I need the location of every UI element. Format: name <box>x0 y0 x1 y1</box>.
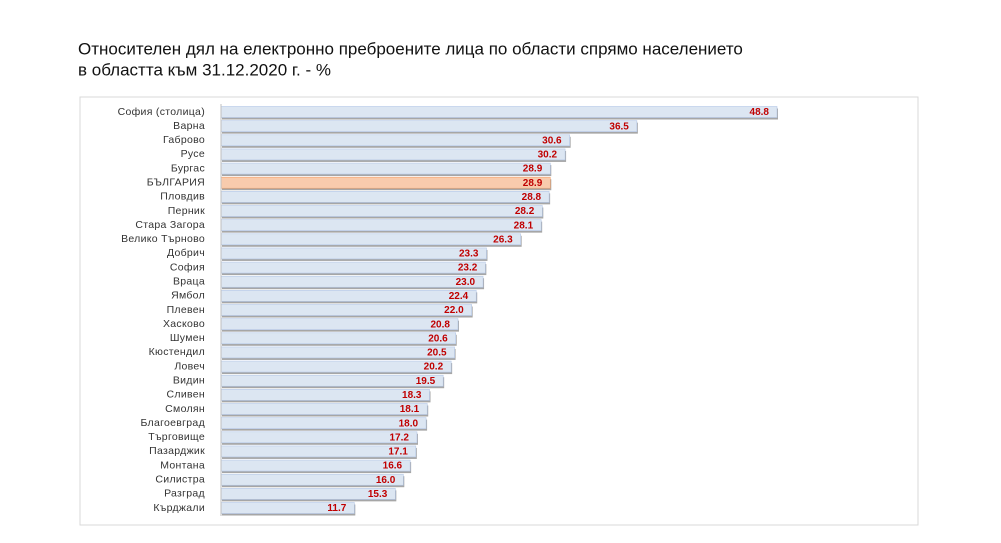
value-label: 16.6 <box>383 461 403 472</box>
bar <box>220 360 452 373</box>
value-label: 28.8 <box>522 192 542 203</box>
category-label: Габрово <box>163 134 205 146</box>
bar <box>220 176 551 189</box>
bar <box>220 346 455 359</box>
bar <box>220 445 417 458</box>
value-label: 30.6 <box>542 135 562 146</box>
chart-title: Относителен дял на електронно преброенит… <box>78 39 743 58</box>
bar <box>220 247 487 260</box>
category-label: Русе <box>181 148 205 160</box>
category-label: БЪЛГАРИЯ <box>147 176 205 188</box>
category-label: Търговище <box>148 431 205 443</box>
category-label: Сливен <box>167 389 205 401</box>
bar <box>220 389 430 401</box>
category-label: Смолян <box>165 403 205 415</box>
value-label: 20.2 <box>424 362 444 373</box>
bar <box>220 332 457 345</box>
bar <box>220 374 444 387</box>
value-label: 11.7 <box>327 503 346 514</box>
category-label: Благоевград <box>140 417 205 429</box>
value-label: 17.1 <box>388 447 408 458</box>
value-label: 30.2 <box>538 150 558 161</box>
bar <box>220 304 472 316</box>
bar <box>220 120 638 132</box>
category-label: Кърджали <box>153 502 205 514</box>
category-label: Пловдив <box>160 191 205 203</box>
category-label: Разград <box>164 488 205 500</box>
category-label: Добрич <box>167 247 205 259</box>
category-label: Стара Загора <box>135 219 205 231</box>
value-label: 20.6 <box>428 333 448 344</box>
bar <box>220 318 459 330</box>
value-label: 22.0 <box>444 305 464 316</box>
value-label: 19.5 <box>416 376 436 387</box>
value-label: 15.3 <box>368 489 388 500</box>
category-label: София <box>170 261 205 273</box>
category-label: Перник <box>168 205 205 217</box>
category-label: Плевен <box>167 304 205 316</box>
category-label: Шумен <box>170 332 205 344</box>
bar <box>220 275 484 288</box>
value-label: 36.5 <box>609 121 629 132</box>
bar <box>220 205 543 217</box>
value-label: 20.8 <box>431 319 451 330</box>
value-label: 23.3 <box>459 249 479 260</box>
bar <box>220 134 570 147</box>
value-label: 18.0 <box>399 418 419 429</box>
value-label: 16.0 <box>376 475 396 486</box>
value-label: 23.0 <box>456 277 476 288</box>
value-label: 28.9 <box>523 164 543 175</box>
bar <box>220 417 427 429</box>
value-label: 28.1 <box>514 220 534 231</box>
bar <box>220 403 428 415</box>
bar <box>220 219 542 231</box>
category-label: Велико Търново <box>121 233 205 245</box>
bar <box>220 261 486 274</box>
value-label: 26.3 <box>493 234 513 245</box>
category-label: Силистра <box>155 473 205 485</box>
bar <box>220 233 521 246</box>
bar <box>220 431 418 444</box>
category-label: Враца <box>173 275 205 287</box>
chart-title: в областта към 31.12.2020 г. - % <box>78 60 331 79</box>
bar <box>220 106 778 118</box>
category-label: Ямбол <box>171 290 205 302</box>
value-label: 48.8 <box>750 107 770 118</box>
value-label: 20.5 <box>427 348 447 359</box>
value-label: 18.3 <box>402 390 422 401</box>
bar <box>220 148 566 161</box>
category-label: София (столица) <box>118 106 205 118</box>
category-label: Бургас <box>171 162 205 174</box>
category-label: Монтана <box>160 459 205 471</box>
value-label: 17.2 <box>389 432 409 443</box>
category-label: Ловеч <box>174 360 205 372</box>
category-label: Варна <box>173 120 205 132</box>
value-label: 28.2 <box>515 206 535 217</box>
category-label: Кюстендил <box>149 346 205 358</box>
category-label: Пазарджик <box>149 445 205 457</box>
category-label: Хасково <box>163 318 205 330</box>
bar <box>220 162 551 175</box>
value-label: 18.1 <box>400 404 420 415</box>
bar <box>220 290 477 302</box>
category-label: Видин <box>173 374 205 386</box>
value-label: 28.9 <box>523 178 543 189</box>
value-label: 23.2 <box>458 263 478 274</box>
bar <box>220 191 550 203</box>
value-label: 22.4 <box>449 291 469 302</box>
